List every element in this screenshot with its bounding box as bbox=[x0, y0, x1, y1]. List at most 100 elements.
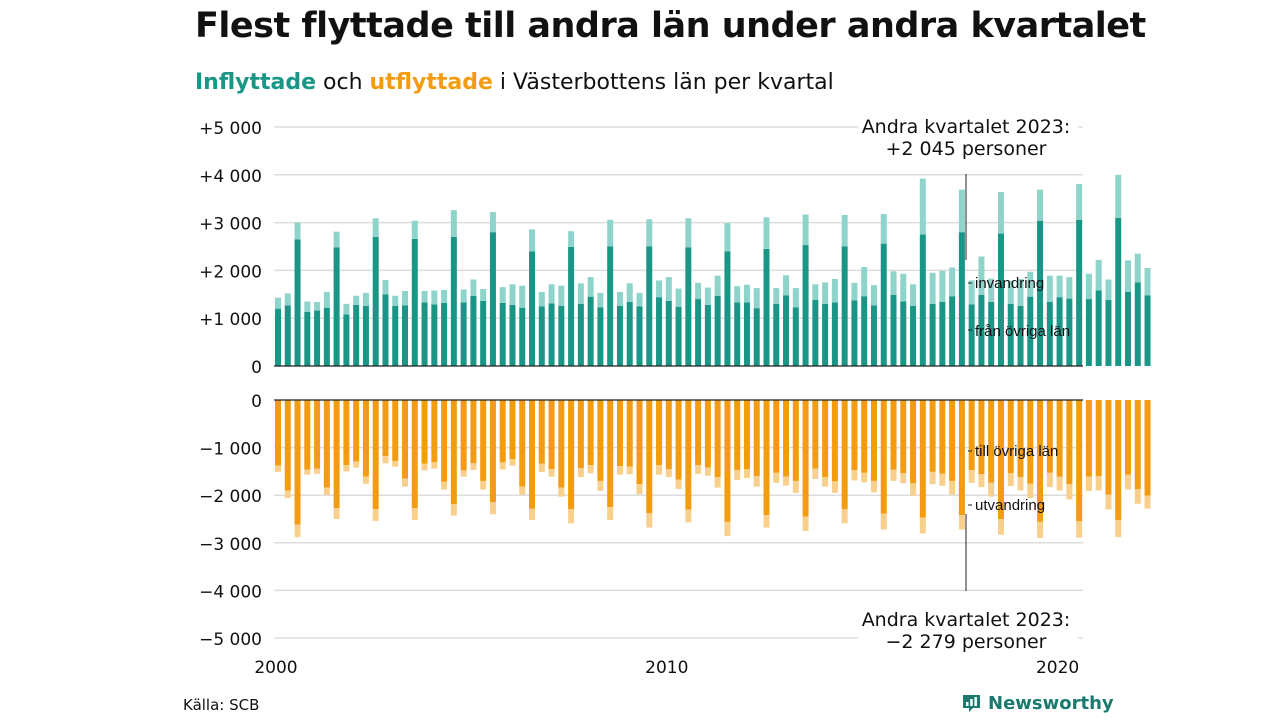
bar-till-ovriga-lan bbox=[1017, 400, 1024, 478]
bar-invandring bbox=[1037, 189, 1044, 221]
legend-till-ovriga-lan: till övriga län bbox=[975, 443, 1058, 460]
bar-invandring bbox=[792, 288, 799, 308]
subtitle-inflyttade: Inflyttade bbox=[195, 70, 317, 95]
bar-invandring bbox=[812, 284, 819, 301]
bar-till-ovriga-lan bbox=[939, 400, 946, 474]
bar-fran-ovriga-lan bbox=[665, 300, 672, 366]
bar-utvandring bbox=[519, 486, 526, 495]
bar-fran-ovriga-lan bbox=[675, 306, 682, 366]
bar-fran-ovriga-lan bbox=[704, 304, 711, 366]
bar-till-ovriga-lan bbox=[1105, 400, 1112, 495]
bar-till-ovriga-lan bbox=[773, 400, 780, 473]
bar-invandring bbox=[695, 282, 702, 300]
bar-invandring bbox=[870, 285, 877, 306]
bar-invandring bbox=[841, 214, 848, 247]
bar-fran-ovriga-lan bbox=[724, 251, 731, 366]
bar-utvandring bbox=[704, 467, 711, 476]
bar-fran-ovriga-lan bbox=[509, 304, 516, 366]
bar-till-ovriga-lan bbox=[616, 400, 623, 467]
bar-utvandring bbox=[880, 513, 887, 530]
x-tick-label: 2010 bbox=[645, 658, 688, 678]
bar-fran-ovriga-lan bbox=[1046, 301, 1053, 366]
bar-till-ovriga-lan bbox=[714, 400, 721, 478]
y-tick-label-top: +4 000 bbox=[199, 167, 262, 187]
bar-fran-ovriga-lan bbox=[685, 247, 692, 366]
bar-till-ovriga-lan bbox=[450, 400, 457, 505]
bar-utvandring bbox=[1134, 489, 1141, 504]
bar-utvandring bbox=[636, 484, 643, 495]
bars bbox=[275, 174, 1151, 539]
bar-utvandring bbox=[1095, 476, 1102, 491]
bar-invandring bbox=[353, 295, 360, 305]
bar-fran-ovriga-lan bbox=[1085, 299, 1092, 366]
bar-fran-ovriga-lan bbox=[968, 304, 975, 366]
bar-utvandring bbox=[763, 515, 770, 528]
bar-invandring bbox=[402, 290, 409, 306]
bar-fran-ovriga-lan bbox=[939, 301, 946, 366]
bar-utvandring bbox=[675, 479, 682, 490]
bar-till-ovriga-lan bbox=[314, 400, 321, 469]
bar-till-ovriga-lan bbox=[822, 400, 829, 478]
bar-fran-ovriga-lan bbox=[372, 236, 379, 366]
bar-invandring bbox=[958, 189, 965, 233]
bar-fran-ovriga-lan bbox=[460, 302, 467, 366]
bar-utvandring bbox=[421, 463, 428, 471]
bar-fran-ovriga-lan bbox=[656, 297, 663, 366]
bar-fran-ovriga-lan bbox=[900, 301, 907, 366]
bar-till-ovriga-lan bbox=[753, 400, 760, 477]
bar-fran-ovriga-lan bbox=[275, 308, 281, 366]
bar-invandring bbox=[743, 284, 750, 303]
bar-utvandring bbox=[978, 474, 985, 488]
bar-utvandring bbox=[1105, 494, 1112, 510]
bar-invandring bbox=[548, 284, 555, 304]
bar-utvandring bbox=[929, 471, 936, 485]
bar-utvandring bbox=[841, 509, 848, 524]
bar-invandring bbox=[519, 285, 526, 308]
bar-utvandring bbox=[509, 459, 516, 466]
bar-utvandring bbox=[665, 469, 672, 478]
bar-fran-ovriga-lan bbox=[568, 246, 575, 366]
bar-till-ovriga-lan bbox=[704, 400, 711, 468]
bar-utvandring bbox=[499, 462, 506, 470]
bar-fran-ovriga-lan bbox=[1007, 303, 1014, 366]
bar-invandring bbox=[538, 291, 545, 307]
bar-till-ovriga-lan bbox=[1134, 400, 1141, 490]
bar-till-ovriga-lan bbox=[665, 400, 672, 470]
bar-utvandring bbox=[284, 490, 291, 499]
bar-fran-ovriga-lan bbox=[470, 295, 477, 366]
bar-utvandring bbox=[910, 483, 917, 496]
bar-till-ovriga-lan bbox=[695, 400, 702, 466]
y-tick-label-bottom: −5 000 bbox=[199, 630, 262, 650]
bar-invandring bbox=[284, 293, 291, 306]
bar-invandring bbox=[783, 275, 790, 296]
bar-utvandring bbox=[822, 477, 829, 487]
bar-fran-ovriga-lan bbox=[763, 248, 770, 366]
bar-fran-ovriga-lan bbox=[284, 305, 291, 366]
bar-till-ovriga-lan bbox=[763, 400, 770, 516]
bar-fran-ovriga-lan bbox=[890, 294, 897, 366]
bar-fran-ovriga-lan bbox=[831, 302, 838, 366]
bar-utvandring bbox=[333, 508, 340, 519]
bar-fran-ovriga-lan bbox=[529, 251, 536, 366]
bar-till-ovriga-lan bbox=[460, 400, 467, 471]
bar-invandring bbox=[831, 279, 838, 303]
bar-utvandring bbox=[831, 481, 838, 493]
bar-till-ovriga-lan bbox=[626, 400, 633, 467]
bar-fran-ovriga-lan bbox=[783, 295, 790, 366]
bar-fran-ovriga-lan bbox=[353, 304, 360, 366]
bar-utvandring bbox=[900, 473, 907, 484]
bar-invandring bbox=[675, 288, 682, 307]
bar-till-ovriga-lan bbox=[421, 400, 428, 464]
bar-till-ovriga-lan bbox=[587, 400, 594, 466]
bar-fran-ovriga-lan bbox=[812, 300, 819, 366]
bar-utvandring bbox=[724, 521, 731, 537]
bar-utvandring bbox=[656, 465, 663, 475]
bar-utvandring bbox=[734, 469, 741, 480]
bar-utvandring bbox=[1046, 472, 1053, 488]
bar-fran-ovriga-lan bbox=[314, 310, 321, 366]
bar-invandring bbox=[304, 301, 311, 312]
y-tick-label-bottom: −1 000 bbox=[199, 440, 262, 460]
bar-utvandring bbox=[1007, 473, 1014, 487]
bar-invandring bbox=[577, 283, 584, 304]
bar-till-ovriga-lan bbox=[988, 400, 995, 483]
